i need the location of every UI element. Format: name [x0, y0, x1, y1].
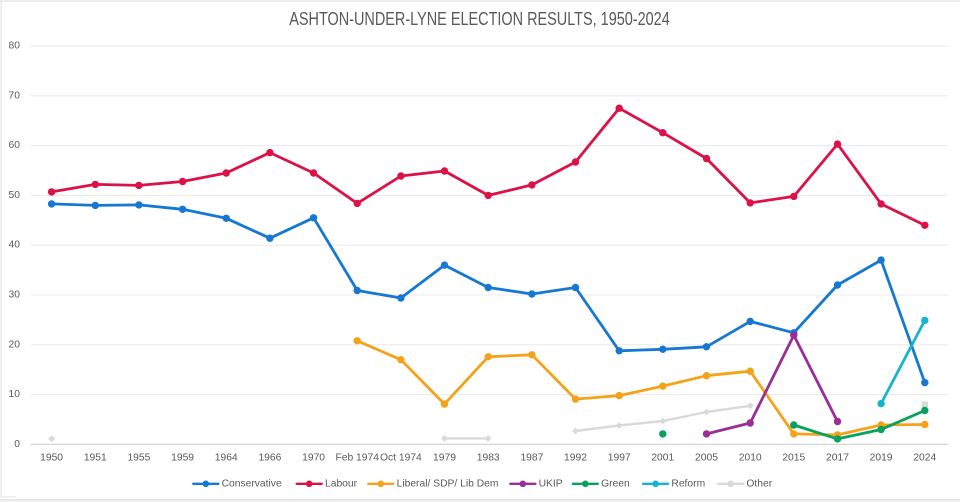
svg-text:2019: 2019 — [870, 453, 893, 464]
svg-text:2015: 2015 — [782, 453, 805, 464]
svg-text:Other: Other — [746, 478, 772, 489]
svg-text:2024: 2024 — [913, 453, 936, 464]
svg-text:UKIP: UKIP — [539, 478, 563, 489]
svg-text:Reform: Reform — [671, 478, 705, 489]
svg-text:80: 80 — [9, 41, 21, 52]
svg-text:1950: 1950 — [40, 453, 63, 464]
svg-text:Feb 1974: Feb 1974 — [335, 453, 379, 464]
svg-text:Labour: Labour — [325, 478, 358, 489]
svg-text:Liberal/ SDP/ Lib Dem: Liberal/ SDP/ Lib Dem — [397, 478, 499, 489]
svg-text:1966: 1966 — [258, 453, 281, 464]
svg-text:1987: 1987 — [520, 453, 543, 464]
svg-text:1951: 1951 — [84, 453, 107, 464]
svg-text:Oct 1974: Oct 1974 — [380, 453, 422, 464]
svg-text:1992: 1992 — [564, 453, 587, 464]
svg-text:30: 30 — [9, 290, 21, 301]
svg-text:1983: 1983 — [477, 453, 500, 464]
svg-text:1959: 1959 — [171, 453, 194, 464]
svg-text:2010: 2010 — [739, 453, 762, 464]
svg-text:0: 0 — [14, 439, 20, 450]
svg-text:Conservative: Conservative — [222, 478, 282, 489]
svg-text:Green: Green — [601, 478, 630, 489]
svg-text:2005: 2005 — [695, 453, 718, 464]
svg-text:1955: 1955 — [127, 453, 150, 464]
svg-text:1997: 1997 — [608, 453, 631, 464]
svg-text:2017: 2017 — [826, 453, 849, 464]
svg-text:60: 60 — [9, 140, 21, 151]
svg-text:1979: 1979 — [433, 453, 456, 464]
svg-text:1970: 1970 — [302, 453, 325, 464]
svg-text:2001: 2001 — [651, 453, 674, 464]
svg-text:1964: 1964 — [215, 453, 238, 464]
svg-text:50: 50 — [9, 190, 21, 201]
svg-text:10: 10 — [9, 389, 21, 400]
svg-text:20: 20 — [9, 339, 21, 350]
svg-text:70: 70 — [9, 90, 21, 101]
svg-text:40: 40 — [9, 240, 21, 251]
svg-text:ASHTON-UNDER-LYNE ELECTION RES: ASHTON-UNDER-LYNE ELECTION RESULTS, 1950… — [289, 9, 670, 29]
